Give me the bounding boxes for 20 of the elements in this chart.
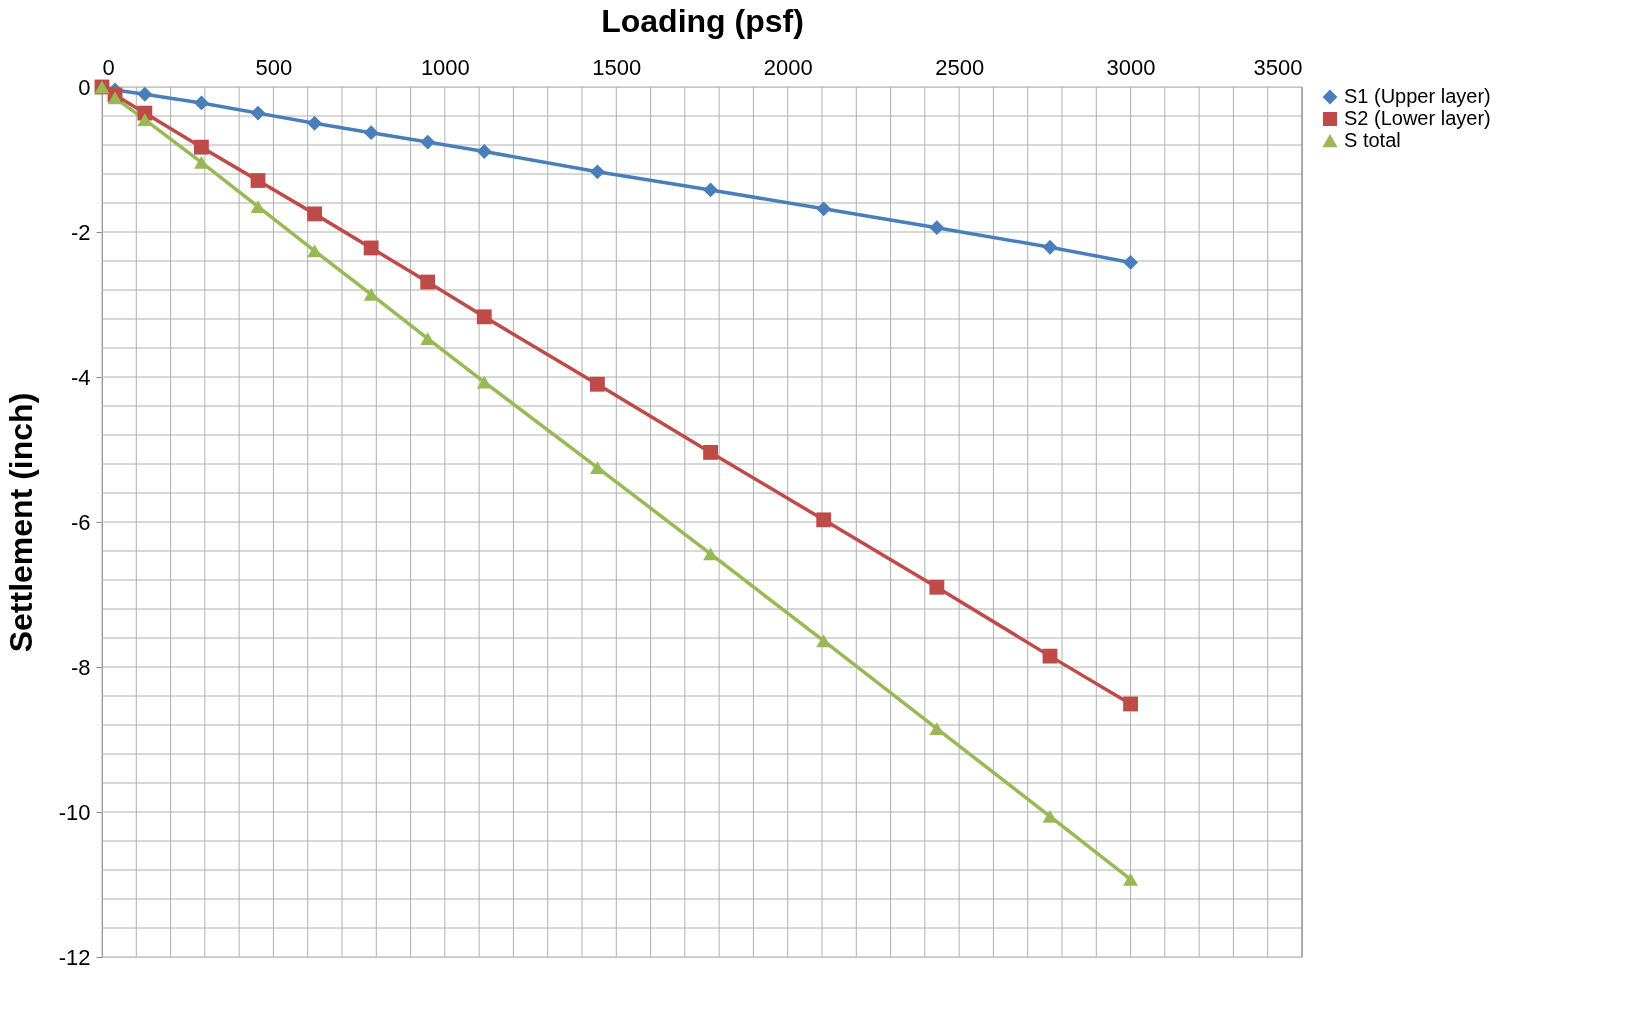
x-tick-label: 1000 [420, 54, 470, 80]
x-tick-label: 1500 [592, 54, 642, 80]
y-axis-title: Settlement (inch) [2, 392, 39, 653]
legend-label: S2 (Lower layer) [1344, 107, 1491, 129]
legend-label: S total [1344, 129, 1401, 151]
x-axis-title: Loading (psf) [601, 2, 804, 39]
y-tick-label: -6 [70, 509, 91, 535]
y-tick-label: 0 [78, 74, 91, 100]
y-tick-label: -2 [70, 219, 91, 245]
legend-label: S1 (Upper layer) [1344, 85, 1491, 107]
x-tick-label: 500 [255, 54, 293, 80]
y-tick-label: -12 [58, 944, 91, 970]
y-tick-label: -8 [70, 654, 91, 680]
y-tick-label: -4 [70, 364, 91, 390]
x-tick-label: 2500 [935, 54, 985, 80]
y-tick-label: -10 [58, 799, 91, 825]
x-tick-label: 3000 [1106, 54, 1156, 80]
x-tick-label: 2000 [763, 54, 813, 80]
x-tick-label: 0 [102, 54, 115, 80]
x-tick-label: 3500 [1253, 54, 1303, 80]
